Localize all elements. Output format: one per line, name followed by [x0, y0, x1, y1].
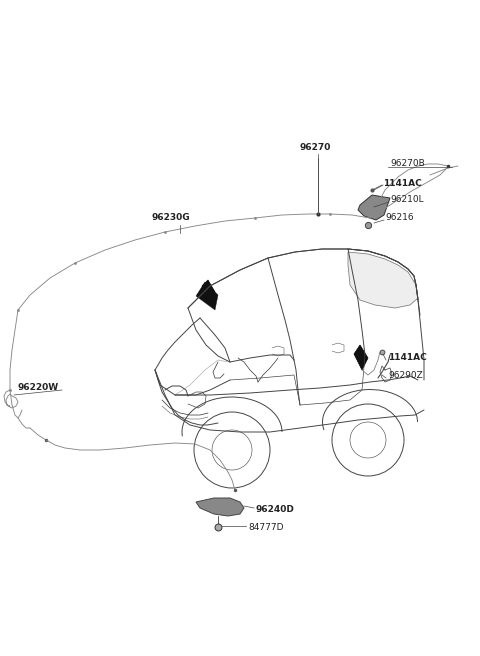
Polygon shape [196, 282, 218, 310]
Text: 96290Z: 96290Z [388, 371, 423, 380]
Text: 96270B: 96270B [390, 159, 425, 167]
Polygon shape [358, 195, 390, 220]
Polygon shape [202, 280, 215, 298]
Text: 96230G: 96230G [152, 213, 191, 222]
Text: 1141AC: 1141AC [388, 354, 427, 363]
Text: 96240D: 96240D [256, 506, 295, 514]
Polygon shape [348, 252, 418, 308]
Text: 1141AC: 1141AC [383, 178, 422, 188]
Text: 96210L: 96210L [390, 195, 424, 205]
Text: 96216: 96216 [385, 213, 414, 222]
Polygon shape [196, 498, 244, 516]
Text: 96220W: 96220W [18, 384, 59, 392]
Polygon shape [354, 345, 368, 370]
Text: 84777D: 84777D [248, 522, 284, 531]
Text: 96270: 96270 [300, 144, 331, 152]
